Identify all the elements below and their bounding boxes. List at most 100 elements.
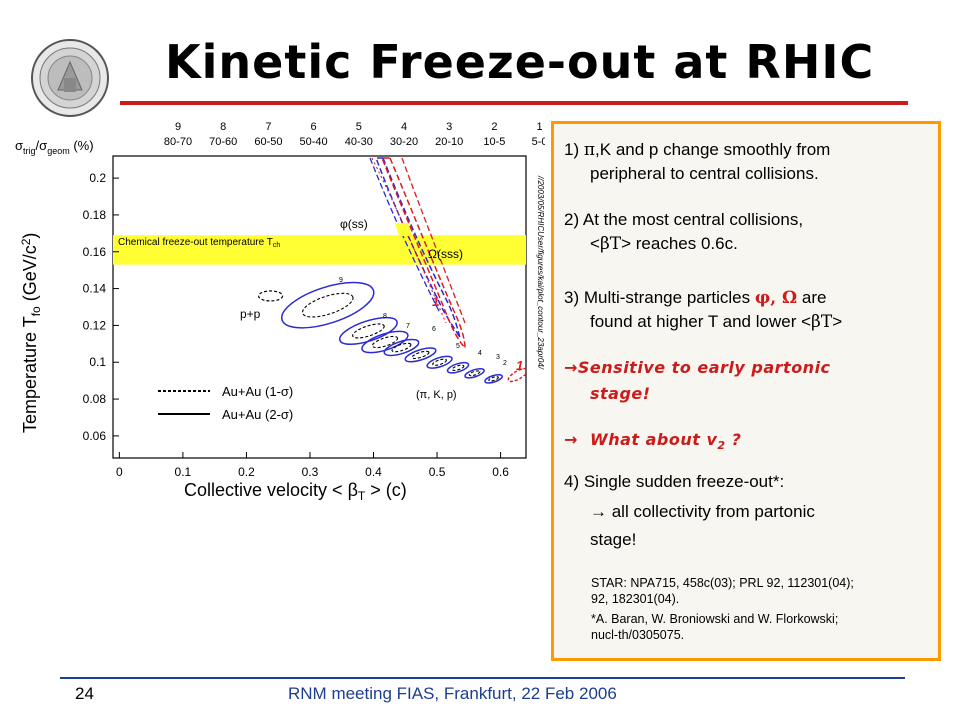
- point-3-text-2: found at higher T and lower: [590, 312, 802, 331]
- sensitive-text-2: stage!: [590, 384, 651, 403]
- reference-baran-2: nucl-th/0305075.: [591, 628, 685, 642]
- phi-label: φ(ss): [340, 217, 368, 231]
- au-au-1sigma-contour: [371, 335, 399, 349]
- top-axis-label: σtrig/σgeom (%): [15, 138, 94, 156]
- title-underline: [120, 101, 908, 105]
- pp-contour: [257, 290, 284, 302]
- point-4-text: all collectivity from partonic: [607, 502, 815, 521]
- x-axis-label: Collective velocity < βT > (c): [184, 480, 407, 503]
- omega-label: Ω(sss): [428, 247, 463, 261]
- x-tick-label: 0.5: [429, 465, 446, 479]
- label-one-red-central: 1: [516, 358, 523, 373]
- x-tick-label: 0.3: [302, 465, 319, 479]
- x-tick-label: 0.6: [492, 465, 509, 479]
- arrow-icon: →: [590, 502, 607, 521]
- sensitive-text: Sensitive to early partonic: [577, 358, 831, 377]
- point-3-continued: found at higher T and lower <βT>: [564, 310, 842, 334]
- au-au-1sigma-contour: [432, 358, 447, 366]
- centrality-range: 10-5: [483, 136, 505, 148]
- au-au-2sigma-contour: [404, 347, 437, 363]
- page-number: 24: [75, 684, 94, 703]
- footer-text: RNM meeting FIAS, Frankfurt, 22 Feb 2006: [288, 684, 617, 703]
- point-3: 3) Multi-strange particles φ, Ω are: [564, 286, 827, 310]
- point-1-continued: peripheral to central collisions.: [590, 164, 819, 183]
- freezeout-figure: σtrig/σgeom (%) 9 80-70 8 70-60 7 60-50 6 50-40…: [15, 121, 545, 503]
- reference-baran: *A. Baran, W. Broniowski and W. Florkows…: [591, 612, 839, 626]
- pi-symbol: π: [583, 140, 596, 160]
- legend-2sigma-label: Au+Au (2-σ): [222, 407, 293, 422]
- centrality-bin: 6: [311, 121, 317, 133]
- y-tick-label: 0.2: [89, 171, 106, 185]
- centrality-range: 50-40: [300, 136, 328, 148]
- point-1-text: ,K and p change smoothly from: [595, 140, 831, 159]
- centrality-labels: 9 80-70 8 70-60 7 60-50 6 50-40 5 40-30 4 30-20 3 20-…: [164, 121, 545, 148]
- point-1-number: 1): [564, 140, 584, 159]
- legend-1sigma-label: Au+Au (1-σ): [222, 384, 293, 399]
- point-4: 4) Single sudden freeze-out*:: [564, 472, 785, 491]
- centrality-range: 70-60: [209, 136, 237, 148]
- reference-star-2: 92, 182301(04).: [591, 592, 680, 606]
- bin-label: 8: [383, 313, 387, 320]
- central-red-contour: [507, 367, 526, 383]
- au-au-1sigma-contour: [451, 364, 465, 371]
- x-tick-label: 0.2: [238, 465, 255, 479]
- y-axis-label: Temperature Tfo (GeV/c2): [19, 233, 43, 433]
- phi-contour: [374, 157, 461, 339]
- au-au-1sigma-contour: [488, 376, 499, 382]
- bin-label: 6: [432, 326, 436, 333]
- centrality-range: 80-70: [164, 136, 192, 148]
- y-tick-label: 0.16: [83, 245, 107, 259]
- side-path-label: //2003/05/RHICUser/figures/kai/plot_cont…: [536, 175, 545, 370]
- centrality-bin: 8: [220, 121, 226, 133]
- bin-labels: 8 7 6 5 4 32: [383, 313, 507, 367]
- au-au-2sigma-contour: [426, 355, 453, 369]
- y-axis-ticks: 0.06 0.08 0.1 0.12 0.14 0.16 0.18 0.2: [83, 171, 119, 443]
- centrality-bin: 4: [401, 121, 407, 133]
- band-label: Chemical freeze-out temperature Tch: [118, 237, 280, 249]
- bin-label: 7: [406, 323, 410, 330]
- v2-question-text: What about v: [590, 430, 718, 449]
- au-au-2sigma-contour: [484, 373, 503, 384]
- centrality-range: 30-20: [390, 136, 418, 148]
- centrality-range: 5-0: [532, 136, 545, 148]
- y-tick-label: 0.06: [83, 429, 107, 443]
- centrality-range: 20-10: [435, 136, 463, 148]
- particles-label: (π, K, p): [416, 389, 457, 401]
- x-tick-label: 0.1: [175, 465, 192, 479]
- omega-contour-inner: [401, 157, 466, 324]
- beta-t-symbol: βT: [599, 234, 622, 254]
- centrality-bin: 5: [356, 121, 362, 133]
- v2-subscript: 2: [717, 439, 726, 453]
- arrow-icon: →: [564, 430, 578, 449]
- au-au-1sigma-contour: [468, 370, 481, 377]
- au-au-1sigma-contour: [301, 292, 354, 318]
- label-one-red: 1: [432, 294, 439, 309]
- bracket-close-2: >: [832, 312, 843, 331]
- x-axis-ticks: 0 0.1 0.2 0.3 0.4 0.5 0.6: [116, 452, 509, 479]
- centrality-range: 60-50: [254, 136, 282, 148]
- bin-label: 4: [478, 350, 482, 357]
- centrality-bin: 9: [175, 121, 181, 133]
- v2-question-mark: ?: [725, 430, 742, 449]
- phi-yellow-fill: [395, 223, 412, 236]
- au-au-2sigma-contour: [281, 281, 375, 329]
- point-4-continued: → all collectivity from partonic: [564, 500, 815, 524]
- point-1: 1) π,K and p change smoothly from: [564, 138, 830, 162]
- key-points-box: 1) π,K and p change smoothly from periph…: [551, 121, 941, 661]
- bin-label: 3: [496, 354, 500, 361]
- y-tick-label: 0.12: [83, 318, 107, 332]
- x-tick-label: 0: [116, 465, 123, 479]
- chemical-freezeout-band: [113, 235, 526, 265]
- au-au-2sigma-contour: [464, 368, 485, 379]
- university-seal-logo: [31, 39, 109, 117]
- bracket-open: <: [590, 234, 600, 253]
- phi-omega-symbol: φ, Ω: [754, 288, 798, 308]
- reference-star: STAR: NPA715, 458c(03); PRL 92, 112301(0…: [591, 576, 854, 590]
- y-tick-label: 0.14: [83, 282, 107, 296]
- x-tick-label: 0.4: [365, 465, 382, 479]
- bin-label: 2: [503, 360, 507, 367]
- y-tick-label: 0.08: [83, 392, 107, 406]
- au-au-2sigma-contour: [383, 338, 420, 357]
- label-nine: 9: [339, 277, 343, 284]
- y-tick-label: 0.1: [89, 355, 106, 369]
